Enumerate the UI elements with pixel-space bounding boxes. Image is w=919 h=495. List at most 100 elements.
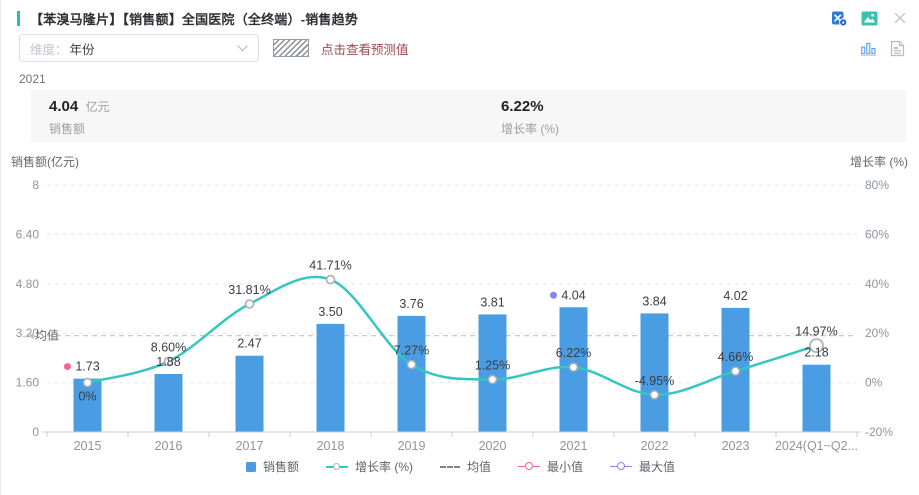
mean-line-arrow-icon	[27, 332, 34, 340]
bar-value-label: 3.84	[642, 294, 666, 308]
growth-rate-line	[86, 275, 818, 397]
line-point-2019[interactable]	[406, 359, 417, 370]
mean-line-swatch-icon	[439, 465, 460, 468]
x-axis-label-2020: 2020	[479, 439, 507, 453]
min-value-dot-icon	[64, 363, 71, 371]
right-axis-tick: 40%	[865, 277, 889, 291]
legend-label: 销售额	[262, 460, 299, 474]
growth-line-swatch-icon	[325, 462, 348, 472]
growth-label: -4.95%	[635, 374, 675, 388]
bar-2020[interactable]	[478, 314, 507, 432]
line-point-2023[interactable]	[730, 366, 741, 376]
left-axis-tick: 8	[32, 178, 39, 192]
title-accent-bar	[17, 10, 20, 26]
growth-label: 0%	[78, 390, 96, 404]
sales-label: 销售额	[49, 122, 86, 136]
line-point-2015[interactable]	[82, 377, 93, 388]
forecast-hint: 点击查看预测值	[321, 42, 409, 57]
hatch-pattern-swatch	[273, 39, 309, 57]
header-actions	[831, 10, 908, 27]
bar-2018[interactable]	[316, 323, 345, 432]
bar-value-label: 2.18	[804, 346, 828, 360]
view-switcher	[860, 40, 906, 57]
bar-value-label: 3.76	[399, 297, 423, 311]
dimension-value: 年份	[69, 42, 95, 57]
chevron-down-icon	[237, 44, 248, 51]
line-point-2020[interactable]	[487, 374, 498, 385]
excel-export-icon[interactable]	[831, 10, 848, 27]
growth-label: 14.97%	[795, 325, 837, 339]
image-export-icon[interactable]	[861, 10, 878, 27]
bar-value-label: 1.88	[156, 355, 180, 369]
line-point-2021[interactable]	[568, 362, 579, 372]
panel-header: 【苯溴马隆片】【销售额】全国医院（全终端）-销售趋势	[17, 8, 908, 28]
dimension-label: 维度：	[30, 42, 68, 57]
chart-toolbar: 维度： 年份 点击查看预测值	[19, 34, 906, 62]
min-marker-swatch-icon	[518, 462, 540, 472]
right-axis-tick: 80%	[865, 178, 889, 192]
bar-2017[interactable]	[235, 355, 264, 432]
sales-swatch-icon	[245, 461, 256, 472]
legend-item-max[interactable]: 最大值	[610, 458, 675, 475]
left-axis-tick: 0	[32, 425, 39, 439]
bar-2015[interactable]	[73, 378, 102, 432]
x-axis-label-2015: 2015	[74, 439, 102, 453]
bar-value-label: 1.73	[75, 360, 99, 374]
right-axis-tick: 60%	[865, 227, 889, 241]
legend-label: 最小值	[547, 460, 584, 474]
max-value-dot-icon	[550, 291, 557, 299]
growth-label: 8.60%	[151, 340, 186, 354]
sales-unit: 亿元	[85, 100, 110, 114]
forecast-toggle[interactable]: 点击查看预测值	[273, 39, 409, 58]
trend-chart: 0 -20%1.60 0%3.20 20%4.80 40%6.40 60%8 80%均值0%…	[16, 178, 894, 453]
growth-label: 41.71%	[309, 259, 351, 273]
page-title: 【苯溴马隆片】【销售额】全国医院（全终端）-销售趋势	[30, 11, 359, 27]
summary-year: 2021	[19, 72, 46, 86]
bar-value-label: 4.02	[723, 289, 747, 303]
x-axis-label-2016: 2016	[155, 439, 183, 453]
line-point-2018[interactable]	[325, 274, 336, 285]
line-point-2024(Q1~Q2...[interactable]	[809, 338, 824, 354]
right-axis-tick: 0%	[865, 376, 883, 390]
legend-label: 均值	[466, 460, 491, 474]
max-marker-swatch-icon	[610, 462, 633, 472]
growth-value: 6.22%	[501, 98, 544, 115]
right-axis-title: 增长率 (%)	[850, 155, 908, 169]
right-axis-tick: -20%	[865, 425, 893, 439]
bar-value-label: 4.04	[561, 288, 585, 302]
line-point-2022[interactable]	[649, 390, 660, 400]
x-axis-label-2024(Q1~Q2...: 2024(Q1~Q2...	[775, 439, 858, 453]
summary-box: 4.04 亿元 销售额 6.22% 增长率 (%)	[31, 90, 906, 142]
legend-item-min[interactable]: 最小值	[518, 458, 583, 475]
bar-2019[interactable]	[397, 315, 426, 432]
legend-label: 最大值	[639, 460, 676, 474]
growth-label: 31.81%	[228, 283, 270, 297]
close-icon[interactable]	[891, 10, 908, 27]
chart-view-icon[interactable]	[860, 40, 877, 57]
bar-2024(Q1~Q2...[interactable]	[802, 364, 831, 432]
chart-legend: 销售额 增长率 (%) 均值 最小值 最大值	[1, 458, 919, 475]
line-point-2016[interactable]	[163, 356, 174, 367]
bar-value-label: 3.81	[480, 295, 504, 309]
right-axis-tick: 20%	[865, 326, 889, 340]
summary-sales: 4.04 亿元 销售额	[31, 90, 483, 142]
bar-value-label: 3.50	[318, 305, 342, 319]
legend-item-growth-rate[interactable]: 增长率 (%)	[325, 458, 413, 475]
x-axis-label-2022: 2022	[641, 439, 669, 453]
x-axis-label-2021: 2021	[560, 439, 588, 453]
left-axis-tick: 4.80	[16, 277, 40, 291]
growth-label: 4.66%	[718, 350, 753, 364]
left-axis-tick: 1.60	[16, 376, 40, 390]
growth-label: 6.22%	[556, 346, 591, 360]
bar-2016[interactable]	[154, 374, 183, 432]
legend-item-mean[interactable]: 均值	[439, 458, 491, 475]
x-axis-label-2019: 2019	[398, 439, 426, 453]
legend-label: 增长率 (%)	[354, 460, 413, 474]
report-view-icon[interactable]	[889, 40, 906, 57]
dimension-select[interactable]: 维度： 年份	[19, 34, 259, 62]
line-point-2017[interactable]	[244, 299, 255, 309]
legend-item-sales[interactable]: 销售额	[245, 458, 299, 475]
bar-2022[interactable]	[640, 313, 669, 432]
mean-line-label: 均值	[35, 328, 59, 343]
